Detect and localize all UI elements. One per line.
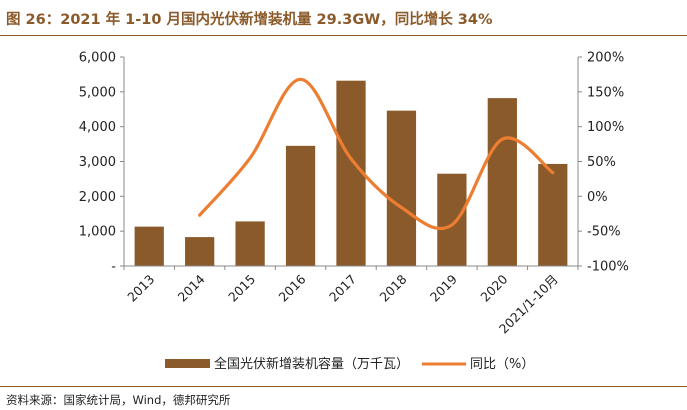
bar-2020 xyxy=(487,98,517,266)
x-tick-label-2015: 2015 xyxy=(225,272,258,305)
legend-line-label: 同比（%） xyxy=(470,357,534,372)
bar-2019 xyxy=(437,173,467,266)
y-right-tick-label: -100% xyxy=(587,260,629,275)
y-right-tick-label: 0% xyxy=(587,190,608,205)
y-left-tick-label: 3,000 xyxy=(79,155,116,170)
x-tick-label-2017: 2017 xyxy=(326,272,359,305)
bar-2015 xyxy=(235,221,265,266)
y-left-tick-label: 4,000 xyxy=(79,120,116,135)
bar-2021/1-10月 xyxy=(538,163,568,266)
x-tick-label-2016: 2016 xyxy=(276,271,309,304)
title-divider xyxy=(0,35,687,36)
bar-2016 xyxy=(285,145,316,266)
y-right-tick-label: 50% xyxy=(587,155,616,170)
legend: 全国光伏新增装机容量（万千瓦） 同比（%） xyxy=(165,356,534,372)
bar-2017 xyxy=(336,80,366,266)
source-divider xyxy=(0,386,687,387)
legend-bar-swatch xyxy=(165,359,210,368)
y-right-tick-label: 150% xyxy=(587,85,624,100)
x-tick-label-2020: 2020 xyxy=(477,271,510,304)
legend-bar-label: 全国光伏新增装机容量（万千瓦） xyxy=(214,356,409,372)
bar-2013 xyxy=(134,226,164,266)
chart-title: 图 26：2021 年 1-10 月国内光伏新增装机量 29.3GW，同比增长 … xyxy=(6,12,493,28)
bar-2018 xyxy=(386,110,417,266)
y-right-tick-label: 100% xyxy=(587,120,624,135)
x-tick-label-2014: 2014 xyxy=(175,271,208,304)
y-right-tick-label: -50% xyxy=(587,225,621,240)
source-note: 资料来源：国家统计局，Wind，德邦研究所 xyxy=(6,393,231,407)
x-tick-label-2019: 2019 xyxy=(427,271,460,304)
y-right-tick-label: 200% xyxy=(587,51,624,66)
bar-2014 xyxy=(185,237,215,266)
x-tick-label-2018: 2018 xyxy=(376,271,409,304)
yoy-line xyxy=(198,77,555,231)
y-left-tick-label: 5,000 xyxy=(79,85,116,100)
x-tick-label-2013: 2013 xyxy=(124,272,157,305)
bar-series xyxy=(134,80,568,266)
chart: - 1,000 2,000 3,000 4,000 5,000 6,000 -100% -50%… xyxy=(79,51,629,373)
y-left-tick-label: 6,000 xyxy=(79,51,116,66)
y-left-tick-label: 1,000 xyxy=(79,225,116,240)
y-left-tick-label: 2,000 xyxy=(79,190,116,205)
y-left-tick-label: - xyxy=(111,260,116,275)
yoy-line-series xyxy=(198,77,555,231)
